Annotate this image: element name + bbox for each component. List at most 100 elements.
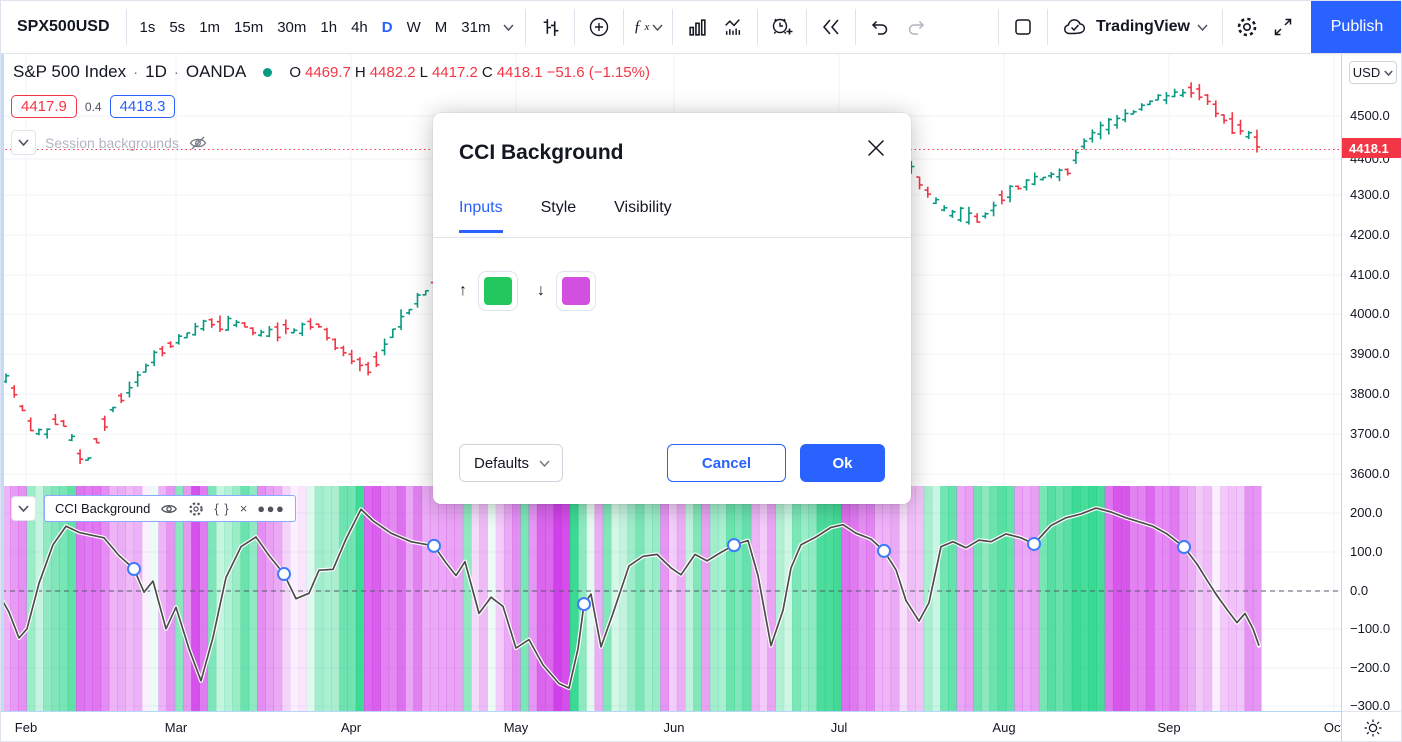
month-label-may: May: [503, 720, 529, 735]
layout-select-icon[interactable]: [1005, 8, 1041, 46]
chart-style-bars-icon[interactable]: [532, 8, 568, 46]
toolbar-separator: [623, 9, 625, 45]
month-label-oct: Oct: [1323, 720, 1341, 735]
redo-icon[interactable]: [898, 8, 934, 46]
open-label: O: [289, 63, 301, 81]
timeframe-M[interactable]: M: [434, 18, 448, 36]
timeframe-1m[interactable]: 1m: [199, 18, 221, 36]
more-options-icon[interactable]: ●●●: [257, 501, 286, 516]
timeframe-4h[interactable]: 4h: [351, 18, 368, 36]
tab-inputs[interactable]: Inputs: [459, 199, 503, 233]
price-tick-label: 4200.0: [1350, 227, 1390, 242]
toolbar-separator: [525, 9, 527, 45]
tradingview-label: TradingView: [1096, 18, 1190, 35]
series-exchange[interactable]: OANDA: [185, 62, 247, 81]
price-tick-label: 4000.0: [1350, 306, 1390, 321]
fullscreen-icon[interactable]: [1265, 8, 1301, 46]
down-arrow-label: ↓: [537, 282, 545, 299]
close-label: C: [481, 63, 493, 81]
undo-icon[interactable]: [862, 8, 898, 46]
cci-legend-row: CCI Background { } × ●●●: [11, 495, 297, 522]
bid-price-button[interactable]: 4417.9: [11, 95, 77, 118]
cci-tick-label: −100.0: [1350, 621, 1391, 636]
alert-plus-icon[interactable]: [764, 8, 800, 46]
price-tick-label: 4300.0: [1350, 187, 1390, 202]
timeframe-30m[interactable]: 30m: [277, 18, 307, 36]
indicator-templates-icon[interactable]: [679, 8, 715, 46]
settings-gear-icon[interactable]: [1229, 8, 1265, 46]
pane-left-edge: [1, 54, 4, 711]
toolbar-separator: [1047, 9, 1049, 45]
down-color-value: [562, 277, 590, 305]
eye-off-icon[interactable]: [188, 135, 208, 151]
tab-style[interactable]: Style: [540, 199, 577, 216]
dialog-inputs-content: ↑ ↓: [459, 271, 596, 311]
chart-properties-sun-icon[interactable]: [1363, 718, 1383, 738]
timeframe-D[interactable]: D: [381, 18, 393, 36]
low-label: L: [419, 63, 428, 81]
toolbar-separator: [1222, 9, 1223, 45]
eye-icon[interactable]: [160, 502, 178, 516]
ok-button[interactable]: Ok: [800, 444, 885, 482]
price-tick-label: 3700.0: [1350, 426, 1390, 441]
high-value: 4482.2: [369, 63, 416, 81]
change-value: −51.6 (−1.15%): [546, 63, 650, 81]
cci-legend-box[interactable]: CCI Background { } × ●●●: [44, 495, 297, 522]
cci-line: [1, 507, 1260, 689]
bid-ask-row: 4417.9 0.4 4418.3: [11, 95, 176, 118]
month-label-sep: Sep: [1157, 720, 1181, 735]
month-label-aug: Aug: [992, 720, 1016, 735]
ohlc-values: O 4469.7 H 4482.2 L 4417.2 C 4418.1 −51.6 (−…: [289, 64, 650, 81]
down-color-swatch[interactable]: [556, 271, 596, 311]
high-label: H: [354, 63, 366, 81]
cloud-save-tradingview-button[interactable]: TradingView: [1054, 8, 1216, 46]
compare-plus-icon[interactable]: [581, 8, 617, 46]
time-axis[interactable]: Feb Mar Apr May Jun Jul Aug Sep Oct: [1, 711, 1341, 741]
month-label-jul: Jul: [830, 720, 848, 735]
source-code-icon[interactable]: { }: [214, 501, 230, 516]
timeframe-W[interactable]: W: [406, 18, 421, 36]
timeframe-5s[interactable]: 5s: [169, 18, 186, 36]
session-backgrounds-label[interactable]: Session backgrounds: [45, 134, 179, 151]
series-interval[interactable]: 1D: [145, 62, 167, 81]
ask-price-button[interactable]: 4418.3: [109, 95, 176, 118]
indicator-settings-gear-icon[interactable]: [188, 501, 204, 517]
cci-indicator-title[interactable]: CCI Background: [55, 501, 151, 516]
remove-indicator-icon[interactable]: ×: [239, 501, 248, 516]
cci-tick-label: 0.0: [1350, 583, 1369, 598]
defaults-dropdown[interactable]: Defaults: [459, 444, 564, 482]
forecast-indicator-icon[interactable]: [715, 8, 751, 46]
chart-area[interactable]: S&P 500 Index · 1D · OANDA O 4469.7 H 4482…: [1, 54, 1341, 711]
publish-button[interactable]: Publish: [1311, 1, 1401, 53]
toolbar-separator: [672, 9, 674, 45]
dialog-close-icon[interactable]: [867, 139, 885, 157]
price-tick-label: 3900.0: [1350, 346, 1390, 361]
legend-collapse-chevron-icon[interactable]: [11, 130, 36, 155]
price-axis[interactable]: USD 4418.1 4500.0 4400.0 4300.0 4200.0 4100.…: [1341, 54, 1401, 741]
currency-selector[interactable]: USD: [1349, 61, 1397, 84]
symbol-button[interactable]: SPX500USD: [17, 18, 110, 35]
cci-tick-label: 200.0: [1350, 505, 1383, 520]
up-arrow-label: ↑: [459, 282, 467, 299]
timeframe-31m[interactable]: 31m: [461, 18, 491, 36]
dialog-title: CCI Background: [459, 141, 624, 164]
up-color-swatch[interactable]: [478, 271, 518, 311]
toolbar-separator: [757, 9, 759, 45]
series-title[interactable]: S&P 500 Index: [13, 62, 127, 81]
timeframe-1s[interactable]: 1s: [139, 18, 156, 36]
timeframe-15m[interactable]: 15m: [234, 18, 264, 36]
timeframe-1h[interactable]: 1h: [320, 18, 338, 36]
cci-tick-label: −200.0: [1350, 660, 1391, 675]
toolbar-separator: [806, 9, 808, 45]
bar-replay-icon[interactable]: [813, 8, 849, 46]
cancel-button[interactable]: Cancel: [667, 444, 786, 482]
dialog-tabs: Inputs Style Visibility: [459, 199, 672, 233]
cci-background-stripes: [1, 486, 1262, 711]
cci-collapse-chevron-icon[interactable]: [11, 496, 36, 521]
tab-visibility[interactable]: Visibility: [614, 199, 672, 216]
cci-point-markers[interactable]: [127, 536, 1191, 612]
market-status-dot[interactable]: [263, 67, 273, 77]
interval-chevron-down-icon[interactable]: [497, 8, 519, 46]
price-tick-label: 4100.0: [1350, 267, 1390, 282]
